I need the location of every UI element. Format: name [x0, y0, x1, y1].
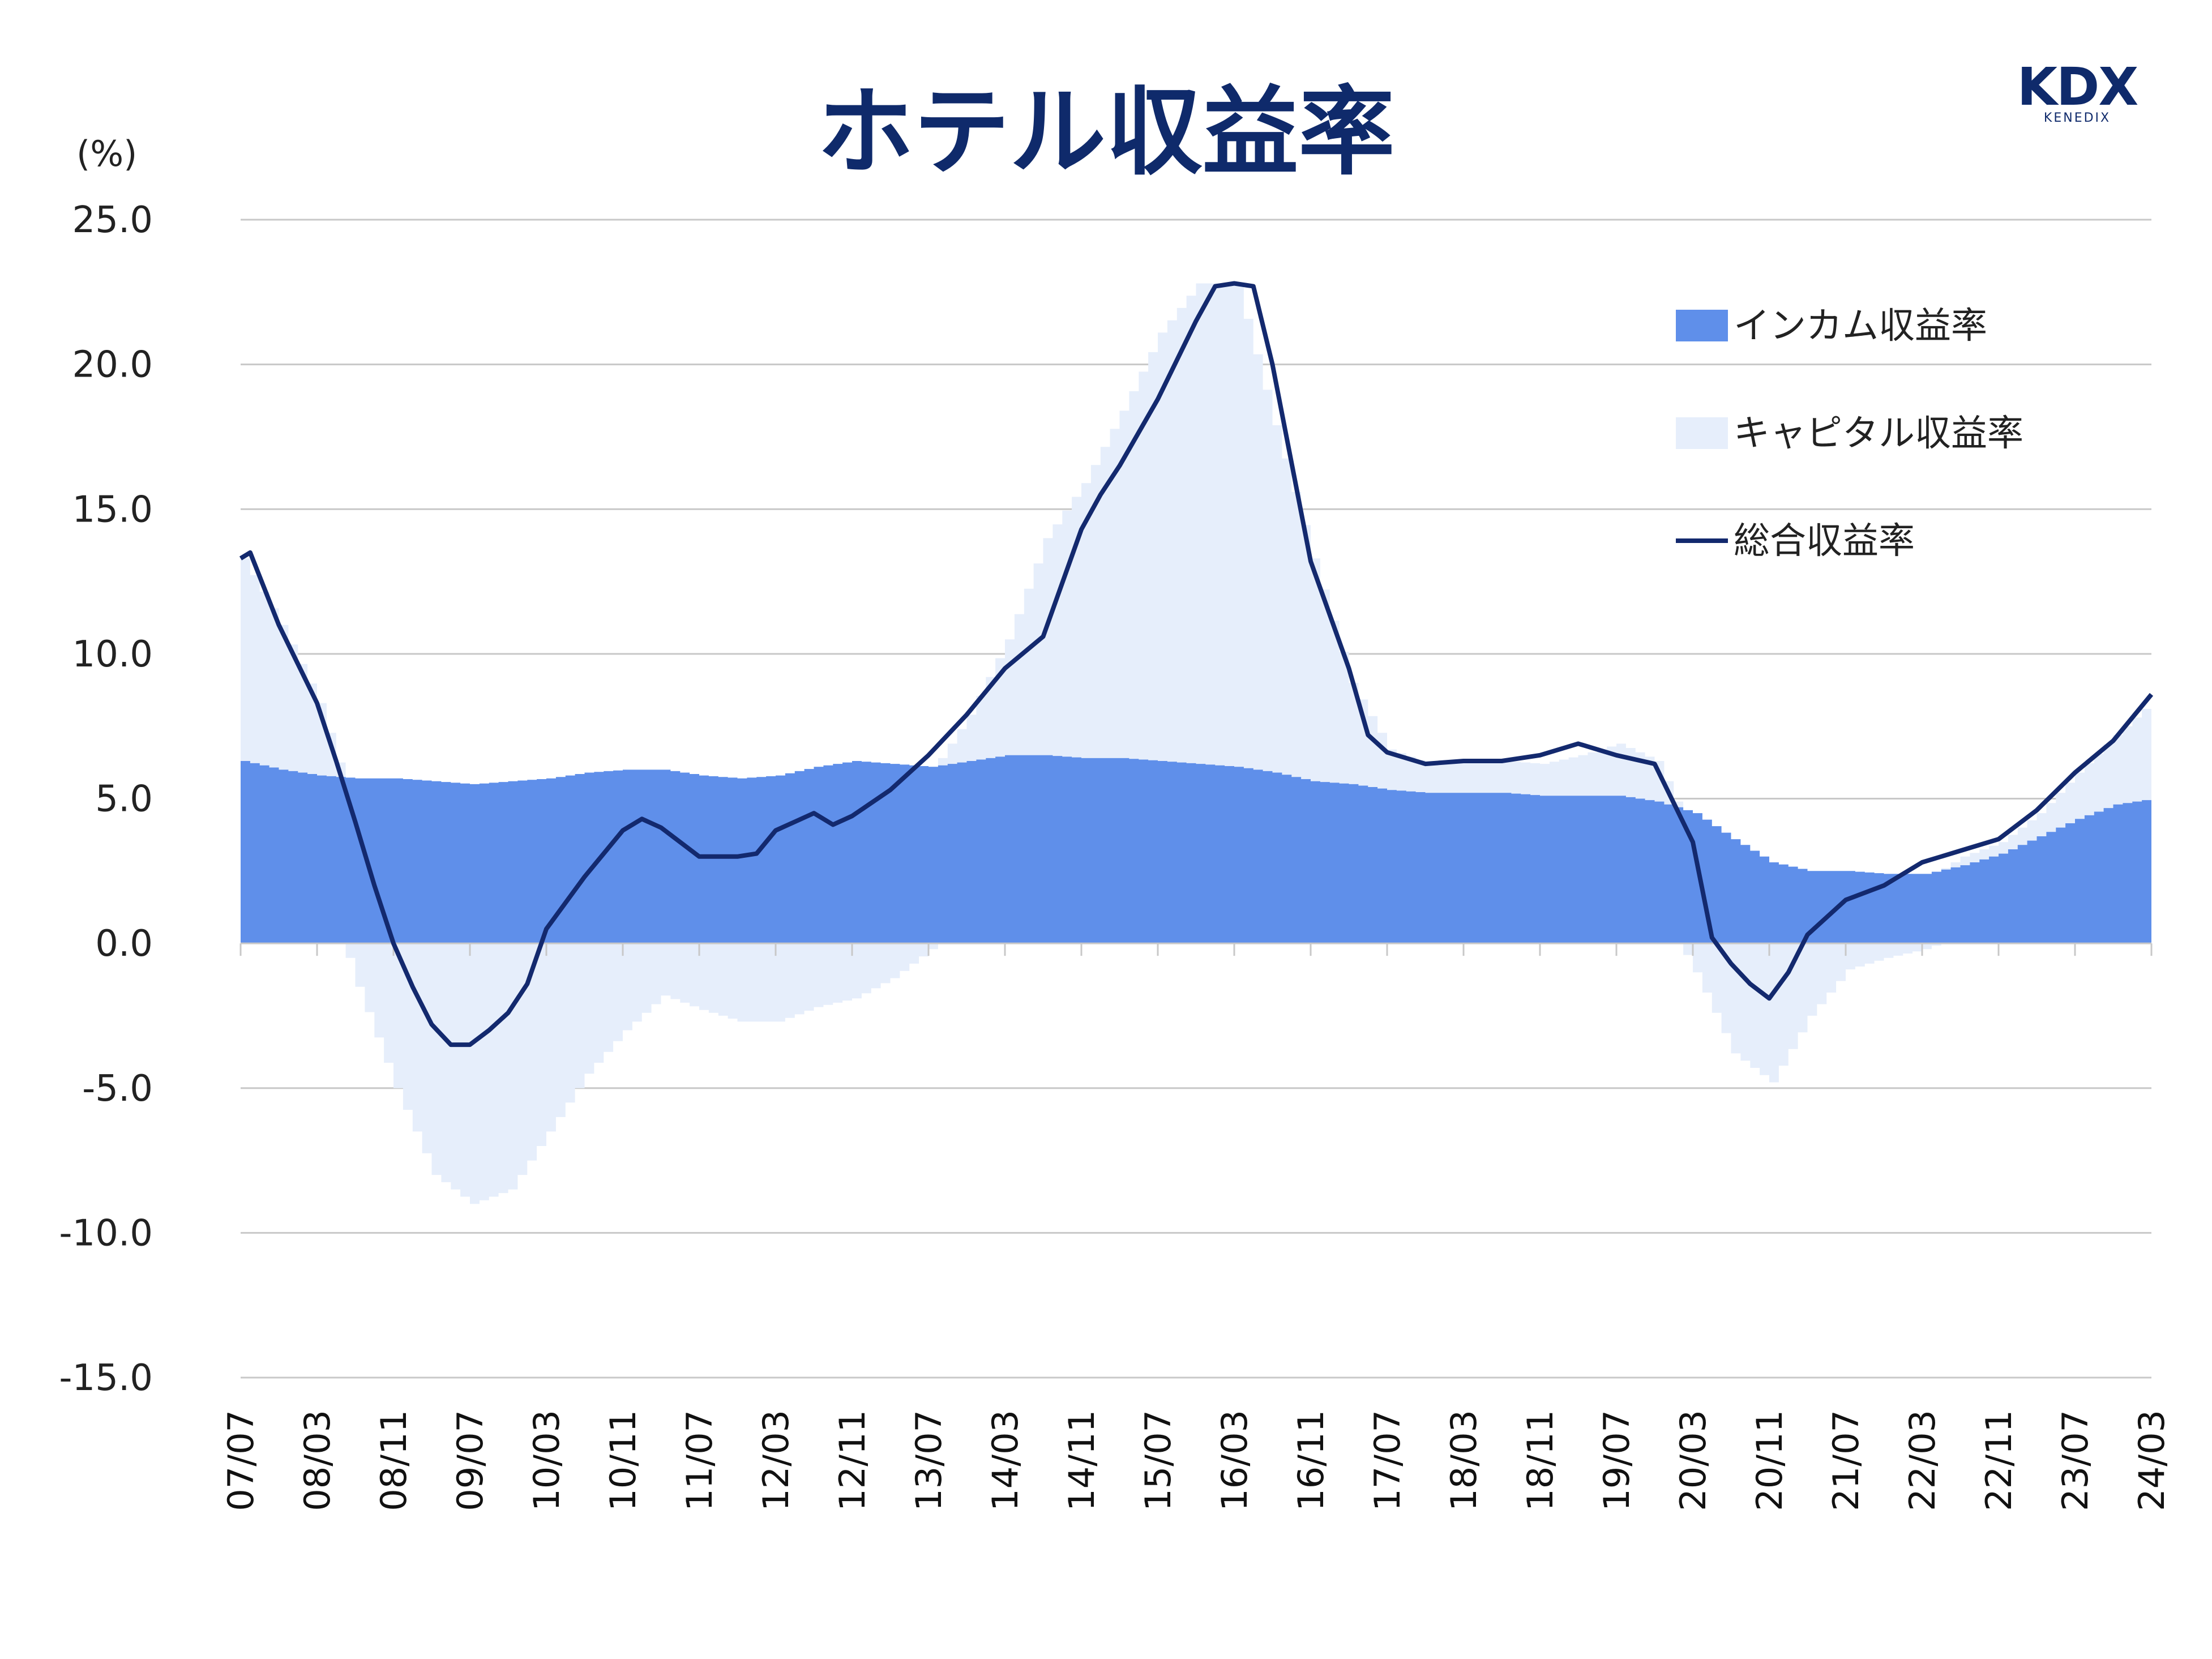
x-tick-label: 16/11	[1290, 1410, 1332, 1511]
x-tick-label: 17/07	[1367, 1410, 1408, 1511]
y-tick-label: 25.0	[72, 199, 153, 241]
x-tick-label: 14/03	[985, 1410, 1026, 1511]
x-tick-label: 18/03	[1443, 1410, 1484, 1511]
x-tick-label: 15/07	[1137, 1410, 1179, 1511]
legend-label: キャピタル収益率	[1734, 413, 2023, 455]
legend-label: インカム収益率	[1734, 305, 1987, 347]
y-tick-label: 5.0	[95, 779, 153, 820]
y-tick-label: 15.0	[72, 489, 153, 531]
y-tick-label: 0.0	[95, 923, 153, 965]
x-tick-label: 22/03	[1902, 1410, 1943, 1511]
x-axis-ticks: 07/07 08/03 08/11 09/07 10/03 10/11 11/07 12/03…	[220, 1410, 2172, 1511]
x-tick-label: 18/11	[1520, 1410, 1561, 1511]
capital-return-area	[241, 283, 2151, 1204]
income-area-path	[241, 755, 2151, 944]
x-tick-label: 23/07	[2055, 1410, 2096, 1511]
x-tick-label: 12/11	[832, 1410, 873, 1511]
x-tick-label: 10/11	[602, 1410, 644, 1511]
y-tick-label: -15.0	[59, 1357, 153, 1399]
x-tick-label: 21/07	[1825, 1410, 1867, 1511]
x-tick-label: 09/07	[450, 1410, 491, 1511]
legend-label: 総合収益率	[1734, 520, 1915, 562]
y-tick-label: -5.0	[82, 1068, 153, 1110]
y-axis-ticks: 25.0 20.0 15.0 10.0 5.0 0.0 -5.0 -10.0 -15.0	[59, 199, 153, 1399]
x-tick-label: 08/03	[297, 1410, 338, 1511]
legend-swatch	[1676, 417, 1728, 449]
x-tick-label: 14/11	[1061, 1410, 1102, 1511]
y-tick-label: 10.0	[72, 634, 153, 675]
x-tick-label: 19/07	[1596, 1410, 1637, 1511]
y-tick-label: -10.0	[59, 1212, 153, 1254]
x-tick-label: 13/07	[908, 1410, 949, 1511]
total-return-path	[239, 281, 2154, 1047]
x-tick-label: 07/07	[220, 1410, 262, 1511]
logo-main-text: KDX	[2017, 57, 2139, 117]
total-return-line	[239, 281, 2154, 1047]
x-tick-label: 22/11	[1978, 1410, 2020, 1511]
y-axis-unit-label: (%)	[76, 133, 138, 174]
x-tick-label: 24/03	[2131, 1410, 2172, 1511]
x-tick-label: 11/07	[679, 1410, 720, 1511]
x-axis	[239, 942, 2153, 956]
x-tick-label: 16/03	[1214, 1410, 1255, 1511]
legend-swatch	[1676, 310, 1728, 341]
x-tick-label: 12/03	[755, 1410, 797, 1511]
x-tick-label: 10/03	[526, 1410, 567, 1511]
logo-sub-text: KENEDIX	[2043, 111, 2111, 125]
capital-area-path	[241, 283, 2151, 1204]
y-tick-label: 20.0	[72, 344, 153, 386]
chart-title: ホテル収益率	[817, 76, 1395, 189]
x-tick-label: 20/11	[1749, 1410, 1790, 1511]
x-tick-label: 20/03	[1672, 1410, 1714, 1511]
kdx-logo: KDX KENEDIX	[2004, 57, 2150, 126]
x-tick-label: 08/11	[373, 1410, 414, 1511]
income-return-area	[241, 755, 2151, 944]
